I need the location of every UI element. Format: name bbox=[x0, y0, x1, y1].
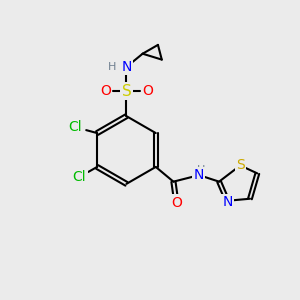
Text: Cl: Cl bbox=[68, 120, 82, 134]
Text: H: H bbox=[108, 62, 116, 72]
Text: O: O bbox=[100, 84, 111, 98]
Text: S: S bbox=[122, 84, 131, 99]
Text: N: N bbox=[121, 60, 132, 74]
Text: O: O bbox=[171, 196, 182, 210]
Text: H: H bbox=[197, 165, 206, 175]
Text: S: S bbox=[236, 158, 244, 172]
Text: N: N bbox=[193, 168, 204, 182]
Text: Cl: Cl bbox=[73, 170, 86, 184]
Text: O: O bbox=[142, 84, 153, 98]
Text: N: N bbox=[222, 195, 232, 209]
